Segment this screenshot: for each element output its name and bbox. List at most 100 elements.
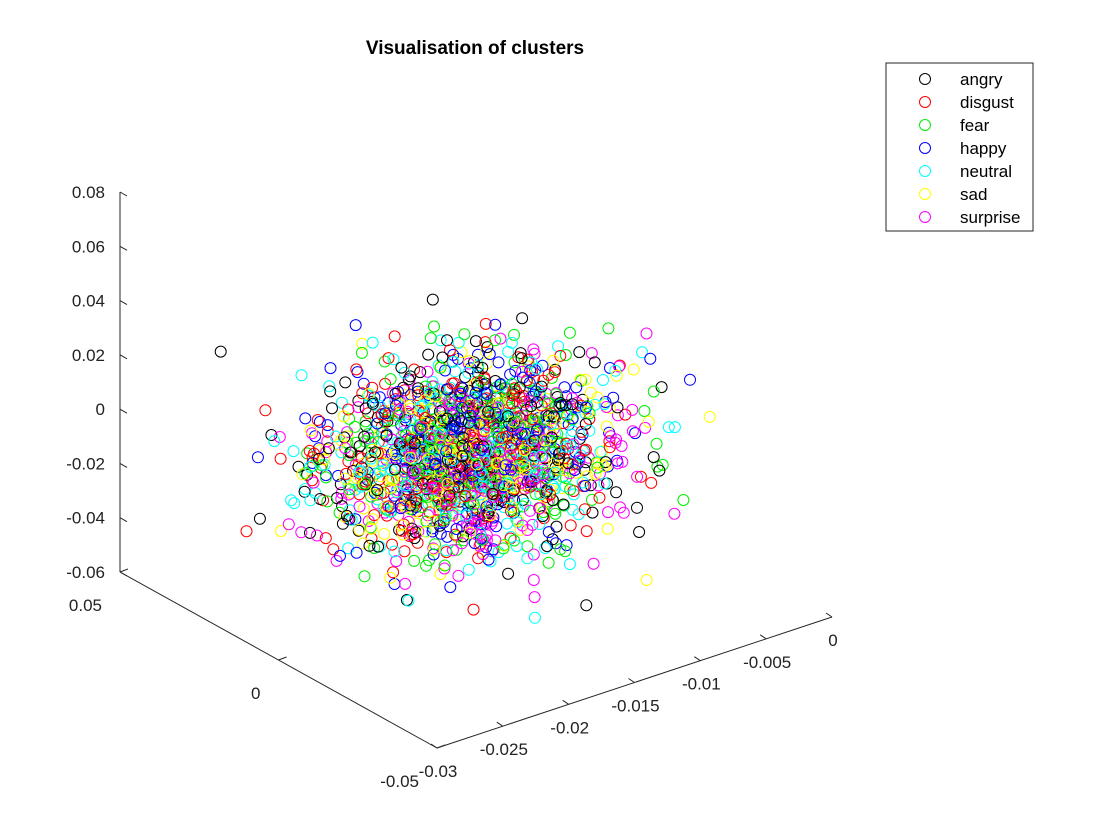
scatter-point-fear (364, 521, 377, 534)
scatter-point-angry (404, 499, 417, 512)
scatter-point-surprise (527, 343, 540, 356)
scatter-point-sad (642, 415, 655, 428)
scatter-point-fear (321, 495, 334, 508)
scatter-point-angry (566, 398, 579, 411)
scatter-point-sad (430, 390, 443, 403)
scatter-point-surprise (453, 513, 466, 526)
scatter-point-surprise (478, 484, 491, 497)
scatter-point-disgust (544, 488, 556, 501)
scatter-point-happy (607, 391, 620, 404)
scatter-point-neutral (526, 433, 539, 446)
scatter-point-happy (440, 383, 453, 396)
scatter-point-sad (464, 526, 476, 539)
scatter-point-happy (450, 523, 463, 535)
scatter-point-surprise (616, 455, 629, 468)
scatter-point-happy (489, 406, 502, 419)
scatter-point-sad (427, 543, 440, 556)
scatter-point-surprise (433, 396, 445, 409)
scatter-point-surprise (494, 332, 507, 345)
scatter-point-surprise (587, 557, 600, 570)
scatter-point-happy (394, 502, 407, 515)
scatter-point-disgust (580, 525, 593, 538)
scatter-point-surprise (420, 452, 433, 465)
scatter-point-neutral (387, 353, 400, 366)
scatter-point-neutral (435, 427, 448, 440)
scatter-point-angry (536, 510, 549, 523)
scatter-point-neutral (566, 503, 579, 516)
scatter-point-angry (580, 599, 593, 612)
scatter-point-surprise (353, 500, 366, 513)
scatter-point-neutral (563, 558, 576, 571)
scatter-point-fear (359, 477, 372, 490)
scatter-point-surprise (537, 441, 550, 454)
scatter-point-happy (531, 424, 544, 436)
scatter-point-fear (343, 483, 356, 496)
scatter-point-fear (400, 429, 412, 442)
scatter-point-disgust (575, 425, 588, 438)
scatter-point-sad (463, 355, 476, 368)
scatter-point-angry (468, 356, 480, 369)
scatter-point-surprise (526, 518, 539, 531)
scatter-point-disgust (564, 519, 577, 532)
scatter-point-disgust (475, 481, 487, 494)
scatter-point-happy (570, 381, 583, 394)
y-tick-label: -0.05 (380, 772, 419, 791)
scatter-point-angry (455, 415, 468, 428)
scatter-point-angry (371, 484, 384, 497)
scatter-point-neutral (533, 518, 546, 530)
scatter-point-neutral (528, 611, 541, 624)
scatter-point-happy (299, 412, 312, 425)
legend-label-surprise: surprise (960, 208, 1020, 227)
scatter-point-surprise (492, 401, 504, 414)
scatter-point-surprise (626, 425, 639, 438)
scatter-point-fear (534, 467, 547, 480)
scatter-point-neutral (662, 421, 675, 434)
scatter-point-neutral (491, 437, 504, 450)
scatter-point-surprise (611, 409, 624, 422)
scatter-point-disgust (478, 371, 491, 384)
scatter-point-angry (476, 361, 489, 374)
scatter-point-sad (379, 500, 392, 513)
scatter-point-sad (387, 472, 400, 485)
scatter-point-angry (513, 381, 526, 394)
scatter-point-fear (508, 356, 521, 369)
scatter-point-happy (444, 455, 457, 468)
scatter-point-neutral (528, 470, 541, 483)
scatter-point-sad (518, 444, 531, 457)
scatter-point-surprise (668, 507, 681, 520)
scatter-point-happy (644, 352, 657, 365)
scatter-point-fear (438, 559, 451, 572)
scatter-point-happy (491, 498, 504, 511)
scatter-point-fear (656, 458, 669, 471)
x-tick-mark (562, 699, 569, 705)
scatter-point-neutral (502, 477, 514, 490)
scatter-point-angry (547, 410, 560, 423)
scatter-point-surprise (405, 450, 417, 463)
z-tick-mark (119, 354, 128, 360)
scatter-point-disgust (566, 458, 579, 471)
scatter-point-surprise (489, 472, 502, 485)
scatter-point-neutral (335, 396, 348, 409)
scatter-point-surprise (307, 476, 320, 489)
scatter-point-happy (350, 546, 363, 559)
scatter-point-angry (556, 399, 568, 412)
scatter-point-disgust (274, 452, 287, 465)
scatter-point-happy (313, 415, 326, 428)
scatter-point-angry (584, 479, 597, 492)
scatter-point-sad (339, 472, 352, 485)
scatter-point-fear (529, 488, 542, 500)
scatter-point-disgust (463, 400, 475, 413)
scatter-point-happy (489, 318, 502, 331)
scatter-point-angry (408, 437, 421, 450)
z-tick-mark (119, 571, 128, 577)
scatter-point-neutral (609, 364, 622, 377)
scatter-point-fear (410, 463, 423, 476)
y-tick-label: 0.05 (69, 596, 102, 615)
scatter-point-angry (579, 418, 592, 430)
scatter-point-angry (472, 459, 485, 472)
scatter-point-sad (480, 357, 493, 370)
scatter-point-angry (358, 430, 371, 443)
legend-label-fear: fear (960, 116, 990, 135)
scatter-point-surprise (640, 327, 653, 340)
scatter-point-angry (482, 507, 495, 520)
